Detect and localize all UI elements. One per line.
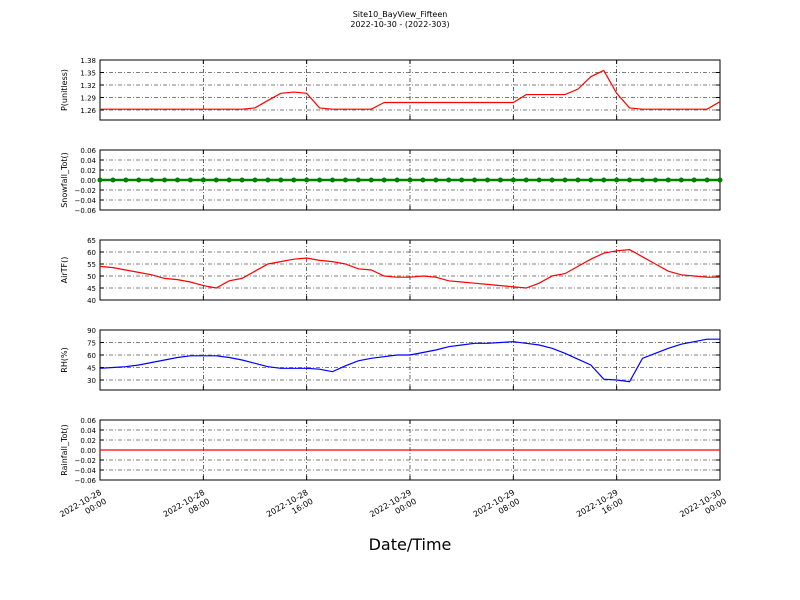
y-tick-label: 45	[87, 285, 96, 293]
data-point	[433, 177, 439, 183]
x-tick-label: 2022-10-2908:00	[472, 488, 522, 528]
y-tick-label: 0.00	[80, 177, 96, 185]
data-point	[162, 177, 168, 183]
data-point	[252, 177, 258, 183]
y-axis-label: P(unitless)	[60, 69, 69, 111]
data-point	[549, 177, 555, 183]
data-point	[588, 177, 594, 183]
y-tick-label: −0.02	[75, 187, 96, 195]
data-point	[149, 177, 155, 183]
data-point	[110, 177, 116, 183]
y-axis-label: Snowfall_Tot()	[60, 152, 69, 208]
x-tick-label: 2022-10-2816:00	[265, 488, 315, 528]
data-point	[355, 177, 361, 183]
x-tick-label: 2022-10-2916:00	[575, 488, 625, 528]
y-tick-label: 1.29	[80, 95, 96, 103]
data-point	[614, 177, 620, 183]
figure-title: Site10_BayView_Fifteen	[353, 10, 448, 19]
data-line	[100, 69, 721, 110]
data-point	[575, 177, 581, 183]
data-point	[213, 177, 219, 183]
x-tick-label: 2022-10-2800:00	[58, 488, 108, 528]
y-tick-label: 30	[87, 377, 96, 385]
y-tick-label: 65	[87, 237, 96, 245]
data-point	[472, 177, 478, 183]
y-tick-label: 90	[87, 327, 96, 335]
data-point	[187, 177, 193, 183]
y-tick-label: 60	[87, 249, 96, 257]
x-tick-label: 2022-10-3000:00	[678, 488, 728, 528]
data-point	[381, 177, 387, 183]
data-point	[136, 177, 142, 183]
data-point	[394, 177, 400, 183]
y-tick-label: 60	[87, 352, 96, 360]
data-point	[523, 177, 529, 183]
y-tick-label: 0.00	[80, 447, 96, 455]
data-point	[446, 177, 452, 183]
data-point	[317, 177, 323, 183]
y-tick-label: 75	[87, 340, 96, 348]
data-point	[123, 177, 129, 183]
y-tick-label: 1.35	[80, 70, 96, 78]
data-point	[407, 177, 413, 183]
data-point	[342, 177, 348, 183]
y-tick-label: 0.06	[80, 147, 96, 155]
y-tick-label: 1.26	[80, 107, 96, 115]
y-tick-label: 0.06	[80, 417, 96, 425]
y-axis-label: RH(%)	[60, 347, 69, 372]
data-point	[239, 177, 245, 183]
figure-subtitle: 2022-10-30 - (2022-303)	[350, 20, 449, 29]
data-line	[99, 248, 720, 289]
data-point	[704, 177, 710, 183]
y-tick-label: 40	[87, 297, 96, 305]
y-tick-label: 1.38	[80, 57, 96, 65]
data-point	[304, 177, 310, 183]
data-point	[652, 177, 658, 183]
data-point	[459, 177, 465, 183]
y-tick-label: −0.02	[75, 457, 96, 465]
data-point	[330, 177, 335, 183]
data-point	[420, 177, 426, 183]
data-point	[717, 177, 723, 183]
x-tick-label: 2022-10-2808:00	[162, 488, 212, 528]
data-point	[562, 177, 568, 183]
y-axis-label: AirTF()	[60, 257, 69, 284]
data-point	[665, 177, 671, 183]
data-point	[601, 177, 607, 183]
data-point	[200, 177, 206, 183]
data-point	[510, 177, 516, 183]
data-line	[99, 338, 720, 383]
data-point	[278, 177, 284, 183]
data-point	[485, 177, 490, 183]
y-tick-label: −0.04	[75, 467, 97, 475]
y-tick-label: −0.06	[75, 477, 97, 485]
y-tick-label: −0.06	[75, 207, 97, 215]
y-tick-label: 55	[87, 261, 96, 269]
y-tick-label: −0.04	[75, 197, 97, 205]
data-point	[627, 177, 633, 183]
y-tick-label: 50	[87, 273, 96, 281]
x-tick-label: 2022-10-2900:00	[368, 488, 418, 528]
y-tick-label: 0.02	[80, 167, 96, 175]
data-point	[291, 177, 297, 183]
data-point	[691, 177, 697, 183]
y-tick-label: 0.02	[80, 437, 96, 445]
data-point	[97, 177, 103, 183]
y-tick-label: 45	[87, 365, 96, 373]
y-axis-label: Rainfall_Tot()	[60, 424, 69, 476]
x-axis-label: Date/Time	[369, 535, 452, 554]
y-tick-label: 0.04	[80, 427, 96, 435]
y-tick-label: 0.04	[80, 157, 96, 165]
data-point	[536, 177, 542, 183]
data-point	[497, 177, 503, 183]
data-point	[175, 177, 180, 183]
data-point	[226, 177, 232, 183]
data-point	[640, 177, 645, 183]
data-point	[368, 177, 374, 183]
data-point	[265, 177, 271, 183]
y-tick-label: 1.32	[80, 82, 96, 90]
data-point	[678, 177, 684, 183]
